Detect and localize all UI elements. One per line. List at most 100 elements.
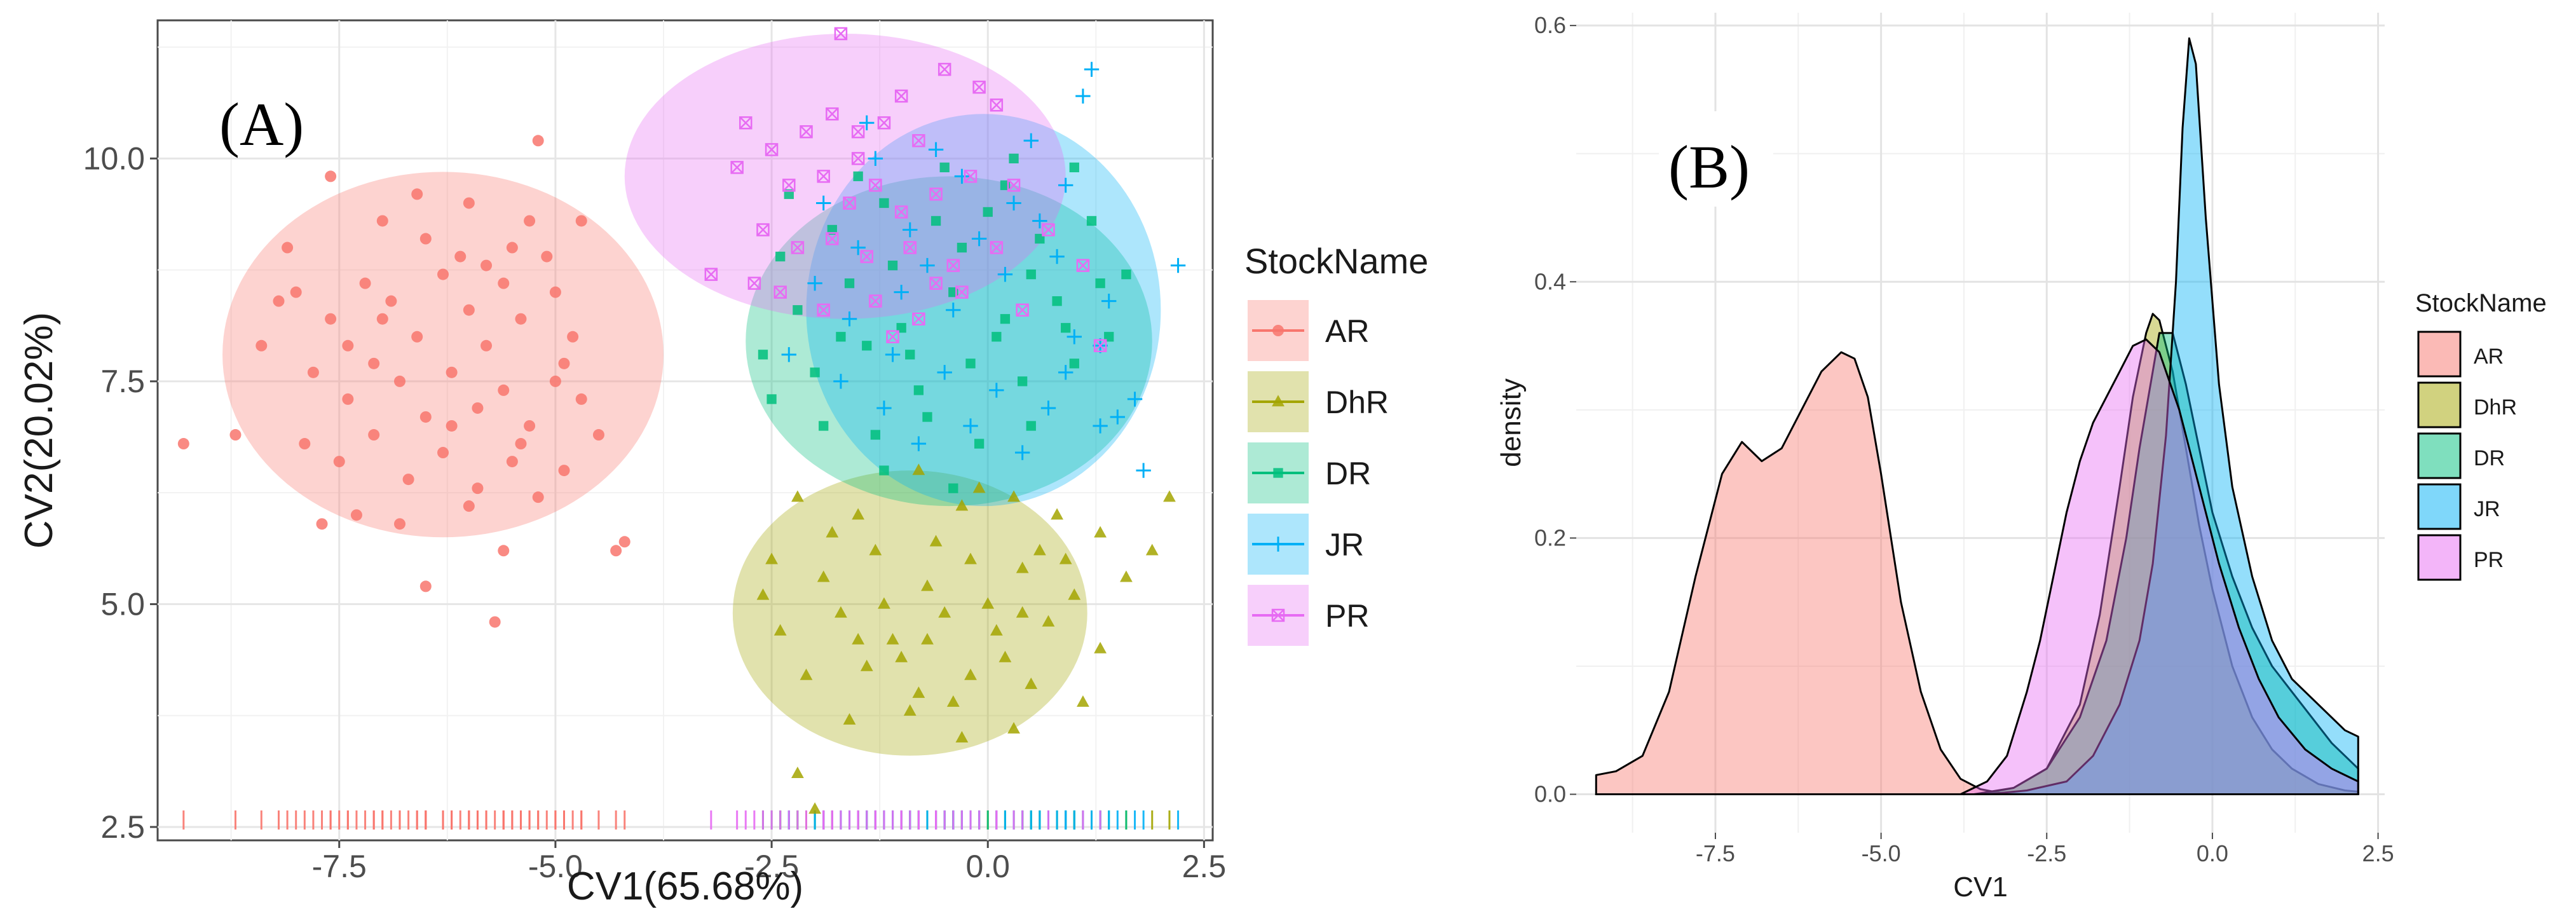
confidence-ellipse-dhr — [732, 470, 1087, 756]
data-point-ar — [437, 268, 449, 280]
data-point-ar — [515, 438, 527, 450]
data-point-ar — [592, 429, 604, 441]
data-point-dhr — [791, 767, 804, 779]
data-point-dhr — [1033, 543, 1046, 556]
data-point-dr — [1052, 296, 1062, 306]
data-point-pr — [1016, 303, 1029, 317]
data-point-dhr — [1016, 606, 1029, 618]
x-tick-label: 0.0 — [2197, 840, 2228, 866]
data-point-dr — [887, 260, 898, 271]
data-point-dr — [879, 198, 889, 208]
data-point-pr — [730, 161, 744, 174]
x-tick-label: -5.0 — [528, 849, 583, 884]
data-point-jr — [781, 347, 796, 362]
data-point-ar — [489, 616, 501, 628]
data-point-pr — [747, 277, 761, 290]
data-point-pr — [886, 330, 899, 344]
data-point-ar — [299, 438, 311, 450]
data-point-dhr — [1077, 695, 1089, 707]
data-point-dhr — [903, 704, 917, 716]
data-point-dhr — [1145, 543, 1159, 556]
data-point-ar — [419, 580, 432, 592]
data-point-dr — [1121, 269, 1131, 280]
data-point-pr — [791, 241, 805, 254]
panel-a: -7.5 -5.0 -2.5 0.0 2.5 2.5 5.0 7.5 10.0 (A) CV1… — [17, 19, 1428, 908]
data-point-dhr — [912, 463, 925, 475]
data-point-dhr — [1120, 570, 1133, 582]
data-point-pr — [704, 268, 718, 281]
data-point-dhr — [843, 713, 856, 725]
data-point-dhr — [895, 650, 908, 662]
data-point-ar — [290, 286, 302, 298]
data-point-pr — [817, 170, 830, 183]
data-point-dhr — [852, 632, 865, 645]
data-point-jr — [850, 240, 866, 256]
plot-a-x-ticks: -7.5 -5.0 -2.5 0.0 2.5 — [312, 840, 1226, 884]
data-point-ar — [307, 366, 319, 378]
data-point-pr — [860, 250, 873, 263]
data-point-dr — [948, 483, 958, 493]
legend-label-ar: AR — [2474, 345, 2504, 369]
y-tick-label: 0.2 — [1534, 524, 1566, 550]
data-point-pr — [929, 188, 943, 201]
legend-label-jr: JR — [1325, 527, 1364, 563]
data-point-dhr — [990, 624, 1003, 636]
data-point-jr — [971, 231, 987, 247]
density-curve-dr — [1595, 332, 2359, 796]
data-point-ar — [325, 313, 337, 325]
plot-a-rug — [182, 810, 1180, 830]
data-point-jr — [989, 383, 1004, 398]
data-point-jr — [920, 257, 935, 273]
data-point-dr — [939, 162, 950, 173]
confidence-ellipse-pr — [624, 34, 1066, 319]
data-point-ar — [350, 509, 362, 521]
data-point-dhr — [929, 535, 943, 547]
data-point-jr — [894, 284, 909, 300]
density-curve-pr — [1595, 338, 2359, 796]
data-point-ar — [498, 277, 510, 289]
data-point-ar — [342, 339, 354, 352]
data-point-jr — [1040, 400, 1056, 416]
data-point-jr — [868, 151, 883, 167]
data-point-ar — [419, 411, 432, 423]
data-point-ar — [515, 313, 527, 325]
data-point-ar — [419, 233, 432, 245]
data-point-dhr — [852, 508, 865, 520]
plot-a-legend: StockName AR DhR DR JR PR — [1244, 241, 1428, 646]
data-point-dr — [1069, 162, 1079, 173]
data-point-ar — [472, 482, 484, 495]
panel-a-label: (A) — [219, 90, 304, 158]
confidence-ellipse-ar — [222, 172, 664, 538]
data-point-ar — [411, 331, 423, 343]
data-point-dr — [983, 207, 993, 217]
data-point-pr — [739, 116, 753, 130]
data-point-ar — [480, 339, 493, 352]
data-point-dhr — [981, 597, 995, 609]
data-point-dhr — [756, 588, 770, 600]
data-point-dr — [1086, 215, 1097, 226]
data-point-dhr — [1042, 615, 1055, 627]
data-point-jr — [903, 222, 918, 238]
panel-b-label: (B) — [1668, 133, 1750, 201]
plot-b-y-axis-label: density — [1496, 378, 1527, 467]
data-point-dhr — [938, 606, 951, 618]
data-point-ar — [463, 197, 475, 209]
data-point-jr — [1067, 329, 1082, 345]
density-curve-jr — [1595, 37, 2359, 796]
data-point-pr — [894, 205, 908, 219]
data-point-pr — [946, 259, 960, 272]
data-point-ar — [472, 402, 484, 414]
data-point-dhr — [826, 526, 839, 538]
data-point-ar — [567, 331, 579, 343]
legend-label-pr: PR — [2474, 548, 2504, 572]
data-point-pr — [972, 80, 986, 94]
data-point-dr — [775, 251, 786, 262]
data-point-ar — [541, 250, 553, 263]
x-tick-label: 2.5 — [2362, 840, 2394, 866]
plot-a-x-axis-label: CV1(65.68%) — [567, 865, 803, 908]
data-point-jr — [1006, 195, 1021, 211]
data-point-pr — [894, 89, 908, 103]
data-point-ar — [610, 545, 622, 557]
data-point-pr — [1093, 339, 1107, 353]
